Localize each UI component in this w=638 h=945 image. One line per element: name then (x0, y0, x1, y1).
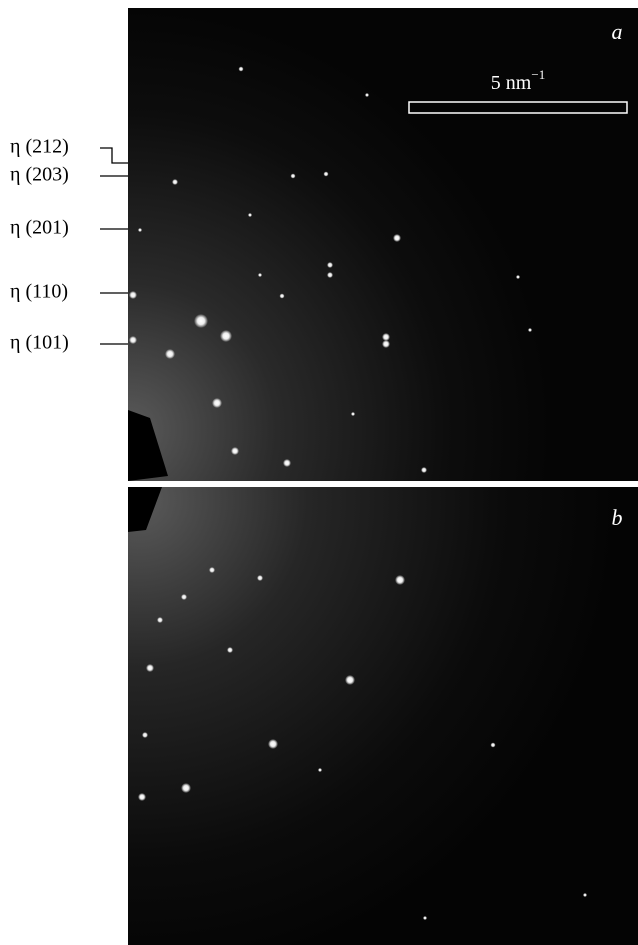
annotation: η (201) (10, 217, 69, 239)
diffraction-spot (138, 228, 142, 232)
figure: a b 5 nm−1 η (212) η (203) η (201) η (11… (0, 0, 638, 945)
diffraction-spot (129, 336, 137, 344)
diffraction-spot (423, 916, 427, 920)
panel-label: a (612, 19, 623, 44)
diffraction-spot (220, 330, 232, 342)
scale-bar-text: 5 nm (491, 72, 532, 94)
diffraction-spot (231, 447, 239, 455)
annotation: η (203) (10, 164, 69, 186)
diffraction-spot (227, 647, 233, 653)
diffraction-spot (318, 768, 322, 772)
diffraction-spot (142, 732, 148, 738)
annotation: η (101) (10, 332, 69, 354)
diffraction-spot (345, 675, 355, 685)
diffraction-spot (382, 333, 390, 341)
diffraction-spot (172, 179, 178, 185)
diffraction-spot (248, 213, 252, 217)
diffraction-spot (280, 294, 285, 299)
diffraction-spot (395, 575, 405, 585)
diffraction-spot (181, 783, 191, 793)
diffraction-spot (157, 617, 163, 623)
annotation: η (212) (10, 136, 69, 158)
diffraction-spot (382, 340, 390, 348)
scale-bar-exponent: −1 (531, 67, 545, 82)
diffraction-spot (421, 467, 427, 473)
diffraction-spot (194, 314, 208, 328)
leader-line (100, 148, 128, 163)
diffraction-spot (528, 328, 532, 332)
diffraction-spot (165, 349, 175, 359)
diffraction-spot (283, 459, 291, 467)
diffraction-spot (212, 398, 222, 408)
diffraction-spot (138, 793, 146, 801)
panel-label: b (612, 505, 623, 530)
diffraction-spot (239, 67, 244, 72)
diffraction-spot (365, 93, 369, 97)
diffraction-spot (516, 275, 520, 279)
diffraction-spot (291, 174, 296, 179)
diffraction-spot (491, 743, 496, 748)
annotation: η (110) (10, 281, 68, 303)
diffraction-spot (181, 594, 187, 600)
page: a b 5 nm−1 η (212) η (203) η (201) η (11… (0, 0, 638, 945)
diffraction-spot (351, 412, 355, 416)
panel-a-image (128, 8, 638, 481)
diffraction-spot (258, 273, 262, 277)
diffraction-spot (257, 575, 263, 581)
diffraction-spot (327, 272, 333, 278)
diffraction-spot (146, 664, 154, 672)
panel-b-image (128, 487, 638, 945)
diffraction-spot (268, 739, 278, 749)
diffraction-spot (583, 893, 587, 897)
diffraction-spot (327, 262, 333, 268)
diffraction-spot (209, 567, 215, 573)
diffraction-spot (393, 234, 401, 242)
diffraction-spot (129, 291, 137, 299)
leader-lines (100, 148, 128, 344)
diffraction-spot (324, 172, 329, 177)
